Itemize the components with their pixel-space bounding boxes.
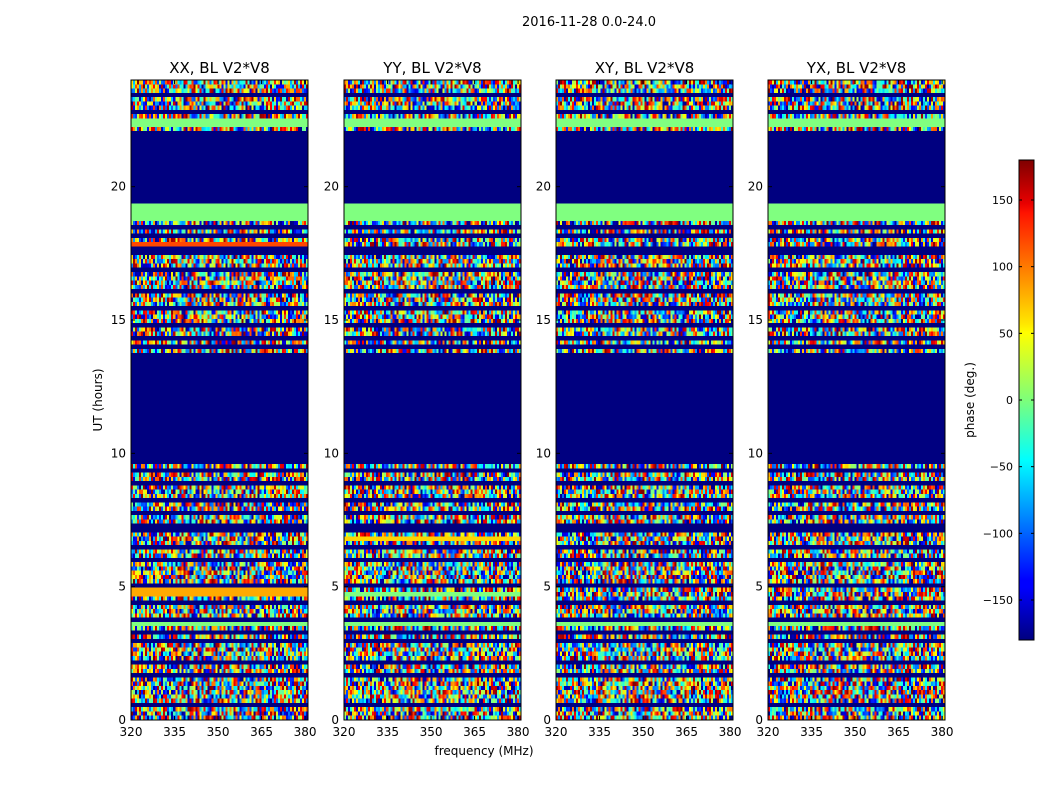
x-tick-label: 335	[800, 725, 823, 739]
x-tick-label: 320	[333, 725, 356, 739]
y-tick-label: 20	[748, 180, 763, 194]
colorbar-tick-label: −150	[983, 594, 1013, 607]
y-tick-label: 20	[111, 180, 126, 194]
colorbar-label: phase (deg.)	[963, 362, 977, 438]
colorbar-tick-label: 0	[1006, 394, 1013, 407]
panel-heatmap	[344, 80, 521, 720]
panel-4: YX, BL V2*V8 320 335 350 365 380 0 5 10 15 20	[748, 59, 954, 739]
colorbar: 150 100 50 0 −50 −100 −150 phase (deg.)	[963, 159, 1035, 641]
figure-suptitle: 2016-11-28 0.0-24.0	[522, 15, 656, 30]
x-tick-label: 380	[294, 725, 317, 739]
y-tick-label: 5	[755, 580, 763, 594]
x-tick-label: 350	[632, 725, 655, 739]
panel-1: XX, BL V2*V8 320 335 350 365 380 0 5 10 15 20	[111, 59, 317, 739]
y-tick-label: 10	[536, 446, 551, 460]
y-tick-label: 0	[755, 713, 763, 727]
x-tick-label: 335	[376, 725, 399, 739]
y-tick-label: 10	[324, 446, 339, 460]
x-tick-label: 350	[420, 725, 443, 739]
y-tick-label: 20	[324, 180, 339, 194]
y-tick-label: 10	[111, 446, 126, 460]
panel-title: YY, BL V2*V8	[382, 59, 481, 77]
x-tick-label: 320	[120, 725, 143, 739]
y-tick-label: 15	[748, 313, 763, 327]
x-tick-label: 320	[545, 725, 568, 739]
x-tick-label: 335	[588, 725, 611, 739]
y-axis-label: UT (hours)	[91, 368, 105, 431]
y-tick-label: 10	[748, 446, 763, 460]
panel-frame	[767, 79, 946, 721]
colorbar-tick-label: 50	[999, 327, 1013, 340]
colorbar-tick-label: −100	[983, 527, 1013, 540]
y-tick-label: 5	[543, 580, 551, 594]
y-tick-label: 15	[111, 313, 126, 327]
x-tick-label: 365	[675, 725, 698, 739]
panel-frame	[343, 79, 522, 721]
y-tick-label: 0	[543, 713, 551, 727]
y-tick-label: 0	[118, 713, 126, 727]
colorbar-tick-label: −50	[990, 461, 1013, 474]
x-axis-label: frequency (MHz)	[434, 744, 533, 758]
x-tick-label: 335	[163, 725, 186, 739]
y-tick-label: 15	[536, 313, 551, 327]
panel-frame	[555, 79, 734, 721]
panel-title: YX, BL V2*V8	[806, 59, 907, 77]
x-tick-label: 380	[507, 725, 530, 739]
x-tick-label: 380	[931, 725, 954, 739]
x-tick-label: 350	[207, 725, 230, 739]
x-tick-label: 320	[757, 725, 780, 739]
panel-heatmap	[556, 80, 733, 720]
colorbar-ticks: 150 100 50 0 −50 −100 −150	[983, 194, 1034, 607]
panel-title: XX, BL V2*V8	[169, 59, 270, 77]
colorbar-tick-label: 150	[992, 194, 1013, 207]
panel-title: XY, BL V2*V8	[595, 59, 695, 77]
panel-3: XY, BL V2*V8 320 335 350 365 380 0 5 10 15 20	[536, 59, 742, 739]
panel-heatmap	[768, 80, 945, 720]
y-tick-label: 15	[324, 313, 339, 327]
y-tick-label: 0	[331, 713, 339, 727]
x-tick-label: 380	[719, 725, 742, 739]
y-tick-label: 5	[118, 580, 126, 594]
x-tick-label: 365	[887, 725, 910, 739]
y-tick-label: 5	[331, 580, 339, 594]
y-tick-label: 20	[536, 180, 551, 194]
panel-frame	[130, 79, 309, 721]
x-tick-label: 350	[844, 725, 867, 739]
colorbar-tick-label: 100	[992, 261, 1013, 274]
x-tick-label: 365	[463, 725, 486, 739]
panel-heatmap	[131, 80, 308, 720]
panel-2: YY, BL V2*V8 320 335 350 365 380 0 5 10 15 20	[324, 59, 530, 739]
x-tick-label: 365	[250, 725, 273, 739]
